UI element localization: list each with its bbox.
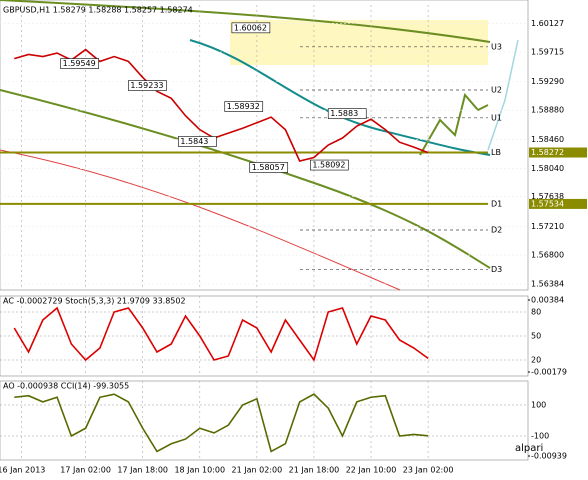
annotation-label: 1.5843 [180,137,208,146]
annotation-label: 1.60062 [234,23,267,32]
level-label: D1 [491,199,502,208]
annotation-label: 1.5883 [330,109,358,118]
moving-average [0,89,491,269]
annotation-label: 1.59549 [63,59,96,68]
x-tick-label: 23 Jan 02:00 [403,466,454,475]
y2-tick-label: -0.00939 [531,452,567,461]
moving-average [189,39,491,156]
annotation-box [249,162,289,173]
level-label: LB [491,148,501,157]
forecast-path [419,92,489,156]
y-tick-label: 1.57638 [531,192,564,201]
x-tick-label: 17 Jan 18:00 [117,466,168,475]
series-line [14,393,429,453]
watermark: alpari [515,443,543,454]
y-tick-label: 1.59290 [531,77,564,86]
y-tick-label: 1.58040 [531,164,564,173]
annotation-box [224,101,264,112]
y-tick-label: 1.60127 [531,19,564,28]
x-tick-label: 18 Jan 10:00 [174,466,225,475]
annotation-box [327,108,367,119]
x-tick-label: 22 Jan 10:00 [346,466,397,475]
moving-average [0,149,401,291]
y-tick-label: 20 [531,356,541,365]
y-tick-label: 1.57210 [531,222,564,231]
panel-title: AO -0.000938 CCI(14) -99.3055 [3,382,129,391]
panel-title: AC -0.0002729 Stoch(5,3,3) 21.9709 33.85… [3,297,186,306]
x-tick-label: 16 Jan 2013 [0,466,45,475]
level-label: U2 [491,85,502,94]
y-tick-label: -100 [531,431,549,440]
zone [230,20,488,65]
ao-panel [0,380,529,461]
y-tick-label: 1.58460 [531,135,564,144]
level-label: U1 [491,113,502,122]
annotation-box [60,58,99,69]
level-label: U3 [491,42,502,51]
moving-average [0,0,491,43]
level-label: D2 [491,225,502,234]
y-tick-label: 1.58880 [531,106,564,115]
price-box [529,198,587,209]
annotation-box [231,22,271,34]
y-tick-label: 1.56800 [531,251,564,260]
y-tick-label: 80 [531,308,541,317]
y2-tick-label: -0.00179 [531,368,567,377]
price-label: 1.58272 [531,148,564,157]
series-line [14,48,429,162]
y-tick-label: 1.56384 [531,280,564,289]
x-tick-label: 21 Jan 02:00 [232,466,283,475]
annotation-label: 1.58092 [312,161,345,170]
series-line [13,306,429,362]
y-tick-label: 50 [531,332,541,341]
annotation-label: 1.58057 [252,163,285,172]
annotation-box [128,80,167,91]
x-tick-label: 17 Jan 02:00 [60,466,111,475]
panel-title: GBPUSD,H1 1.58279 1.58288 1.58257 1.5827… [3,6,193,15]
annotation-label: 1.59233 [130,81,163,90]
price-label: 1.57534 [531,199,564,208]
y-tick-label: 100 [531,401,546,410]
y-tick-label: 1.59715 [531,48,564,57]
y2-tick-label: 0.00384 [531,296,564,305]
level-label: D3 [491,265,502,274]
forecast-path [487,39,519,151]
annotation-box [310,159,349,171]
annotation-label: 1.58932 [227,102,260,111]
annotation-box [178,136,217,147]
x-tick-label: 21 Jan 18:00 [289,466,340,475]
price-box [529,147,587,158]
